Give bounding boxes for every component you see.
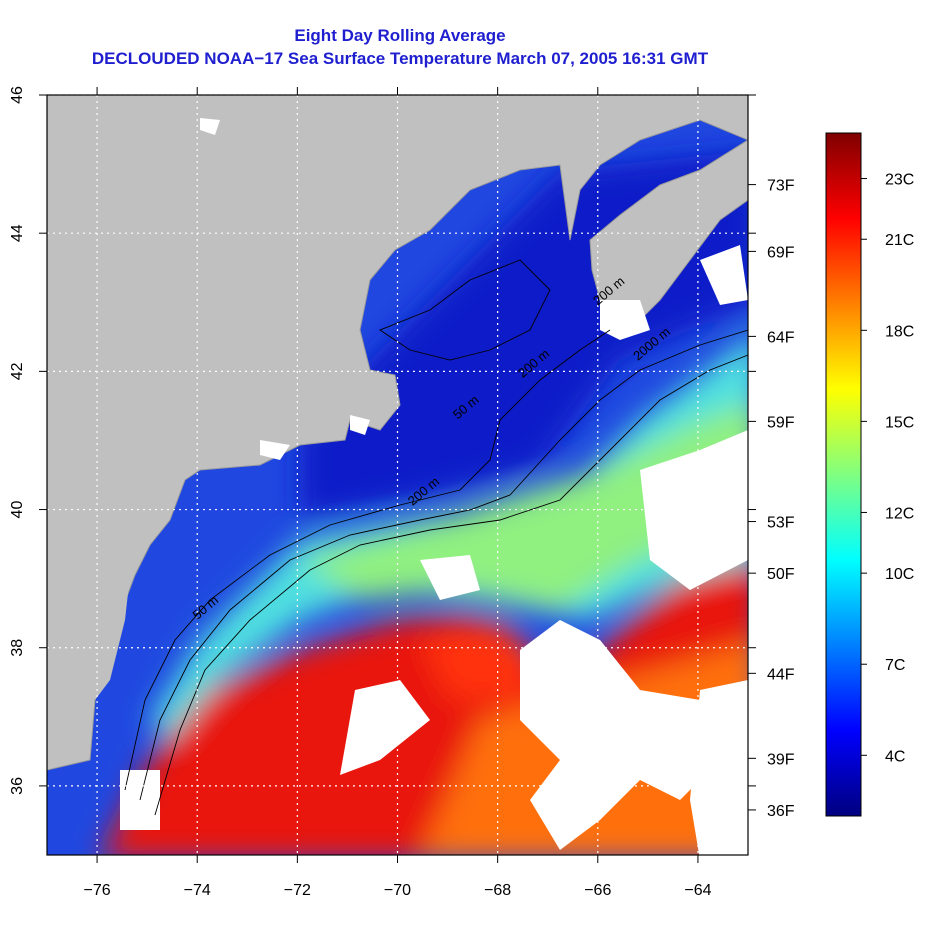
colorbar — [825, 132, 862, 817]
fahrenheit-tick-label: 69F — [767, 244, 795, 261]
lat-tick-label: 36 — [9, 777, 26, 795]
colorbar-tick-label: 23C — [885, 172, 914, 189]
latitude-axis: 36 38 40 42 44 46 — [9, 86, 756, 795]
fahrenheit-tick-label: 64F — [767, 329, 795, 346]
lat-tick-label: 40 — [9, 501, 26, 519]
fahrenheit-tick-label: 39F — [767, 751, 795, 768]
colorbar-tick-label: 21C — [885, 232, 914, 249]
fahrenheit-tick-label: 36F — [767, 803, 795, 820]
colorbar-ticks: 23C 21C 18C 15C 12C 10C 7C 4C — [861, 172, 914, 765]
lon-tick-label: −70 — [384, 882, 411, 899]
contour-200m — [139, 329, 748, 801]
lat-tick-label: 46 — [9, 86, 26, 104]
fahrenheit-tick-label: 73F — [767, 178, 795, 195]
bathymetry-contours — [124, 259, 748, 816]
colorbar-tick-label: 18C — [885, 323, 914, 340]
slope-water-green — [300, 404, 748, 610]
land-delmarva — [85, 560, 130, 700]
lon-tick-label: −76 — [84, 882, 111, 899]
map-panel — [47, 95, 748, 855]
lon-tick-label: −74 — [184, 882, 211, 899]
fahrenheit-tick-label: 59F — [767, 414, 795, 431]
lon-tick-label: −72 — [284, 882, 311, 899]
longitude-axis: −76 −74 −72 −70 −68 −66 −64 — [84, 87, 712, 899]
colorbar-tick-label: 10C — [885, 566, 914, 583]
grid-lines — [47, 95, 748, 855]
cloud-mask — [120, 118, 748, 855]
colorbar-tick-label: 4C — [885, 748, 905, 765]
lon-tick-label: −64 — [684, 882, 711, 899]
chart-title: Eight Day Rolling Average — [294, 26, 506, 45]
lat-tick-label: 42 — [9, 362, 26, 380]
contour-2000m — [154, 354, 748, 816]
warm-eddy — [420, 620, 540, 700]
colorbar-tick-label: 15C — [885, 414, 914, 431]
lat-tick-label: 44 — [9, 224, 26, 242]
lon-tick-label: −68 — [484, 882, 511, 899]
contour-gulf-of-maine — [379, 259, 551, 361]
lon-tick-label: −66 — [584, 882, 611, 899]
fahrenheit-tick-label: 50F — [767, 566, 795, 583]
chart-subtitle: DECLOUDED NOAA−17 Sea Surface Temperatur… — [91, 49, 709, 68]
fahrenheit-axis: 73F 69F 64F 59F 53F 50F 44F 39F 36F — [748, 178, 795, 820]
colorbar-tick-label: 7C — [885, 657, 905, 674]
fahrenheit-tick-label: 44F — [767, 666, 795, 683]
contour-50m — [124, 329, 611, 791]
lat-tick-label: 38 — [9, 639, 26, 657]
fahrenheit-tick-label: 53F — [767, 515, 795, 532]
colorbar-tick-label: 12C — [885, 505, 914, 522]
